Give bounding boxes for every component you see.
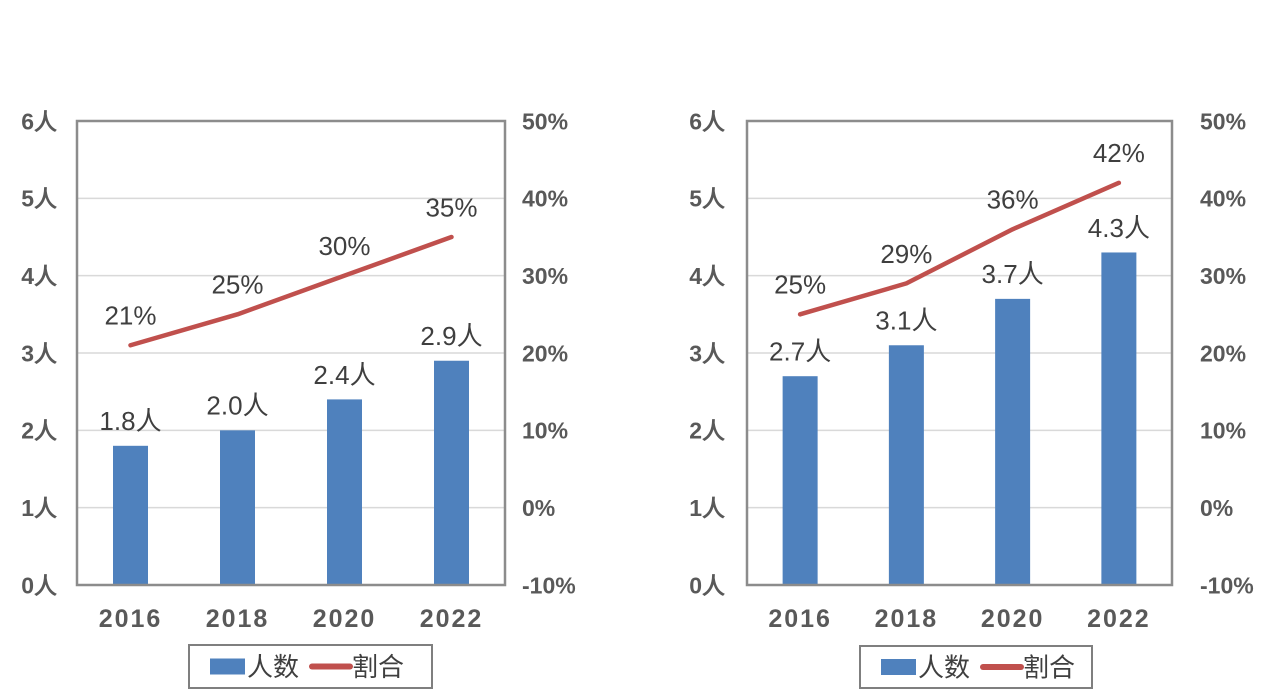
trend-line	[797, 180, 1122, 317]
left-axis-tick-label: 6人	[21, 108, 58, 134]
plot-border	[745, 119, 1174, 587]
bar-value-label: 4.3人	[1088, 213, 1150, 243]
bar-value-label: 3.7人	[982, 259, 1044, 289]
left-axis-tick-label: 6人	[689, 108, 726, 134]
x-axis-label-2016: 2016	[99, 605, 163, 633]
bar-2016	[782, 376, 818, 585]
line-value-label: 35%	[425, 192, 477, 222]
right-axis-tick-label: 20%	[522, 340, 568, 366]
right-axis-tick-label: 30%	[1200, 263, 1246, 289]
line-value-label: 30%	[318, 231, 370, 261]
left-axis-tick-label: 5人	[21, 186, 58, 212]
line-value-label: 25%	[774, 270, 826, 300]
right-axis-tick-label: 0%	[522, 495, 555, 521]
left-axis-tick-label: 5人	[689, 186, 726, 212]
bar-2018	[220, 430, 255, 585]
bar-2018	[888, 345, 924, 585]
bar-2022	[434, 360, 469, 585]
trend-line	[128, 234, 454, 348]
chart-right: 6人 5人 4人 3人 2人 1人 0人 50% 40% 30% 20% 10% 0% -10% 2.7人 3…	[640, 90, 1280, 700]
right-axis-tick-label: 10%	[1200, 418, 1246, 444]
bar-2016	[113, 445, 148, 585]
x-axis-label-2022: 2022	[420, 605, 484, 633]
left-axis-tick-label: 1人	[21, 495, 58, 521]
right-axis-tick-label: 50%	[1200, 108, 1246, 134]
right-axis-tick-label: -10%	[522, 572, 576, 598]
bar-value-label: 2.9人	[420, 321, 482, 351]
bar-2020	[995, 298, 1031, 585]
legend-label-line: 割合	[1023, 652, 1075, 682]
right-axis-tick-label: 40%	[522, 186, 568, 212]
x-axis-label-2020: 2020	[981, 605, 1045, 633]
right-axis-tick-label: 40%	[1200, 186, 1246, 212]
bar-2020	[327, 399, 362, 585]
line-value-label: 29%	[880, 239, 932, 269]
line-value-label: 21%	[104, 301, 156, 331]
plot-border	[75, 119, 507, 587]
legend-bar-swatch	[881, 659, 916, 675]
x-axis-label-2018: 2018	[875, 605, 939, 633]
chart-left: 6人 5人 4人 3人 2人 1人 0人 50% 40% 30% 20% 10% 0% -10% 1.8人 2…	[0, 90, 640, 700]
left-axis-tick-label: 0人	[689, 572, 726, 598]
x-axis-label-2020: 2020	[313, 605, 377, 633]
left-axis-tick-label: 2人	[689, 418, 726, 444]
right-axis-tick-label: 30%	[522, 263, 568, 289]
bar-value-label: 1.8人	[99, 406, 161, 436]
x-axis-label-2022: 2022	[1087, 605, 1151, 633]
left-axis-tick-label: 4人	[21, 263, 58, 289]
bar-value-label: 2.4人	[313, 360, 375, 390]
right-axis-tick-label: 50%	[522, 108, 568, 134]
right-axis-tick-label: 20%	[1200, 340, 1246, 366]
legend-label-bar: 人数	[247, 652, 299, 682]
left-axis-tick-label: 3人	[689, 340, 726, 366]
left-axis-tick-label: 0人	[21, 572, 58, 598]
legend-label-bar: 人数	[918, 652, 970, 682]
line-value-label: 25%	[211, 270, 263, 300]
right-axis-tick-label: 10%	[522, 418, 568, 444]
left-axis-tick-label: 1人	[689, 495, 726, 521]
x-axis-label-2018: 2018	[206, 605, 270, 633]
chart-left-svg: 6人 5人 4人 3人 2人 1人 0人 50% 40% 30% 20% 10% 0% -10% 1.8人 2…	[21, 108, 576, 689]
right-axis-tick-label: -10%	[1200, 572, 1254, 598]
bar-value-label: 2.7人	[769, 337, 831, 367]
legend-label-line: 割合	[352, 652, 404, 682]
bar-2022	[1101, 252, 1137, 585]
bar-value-label: 2.0人	[206, 391, 268, 421]
right-axis-tick-label: 0%	[1200, 495, 1233, 521]
bar-value-label: 3.1人	[875, 306, 937, 336]
chart-right-svg: 6人 5人 4人 3人 2人 1人 0人 50% 40% 30% 20% 10% 0% -10% 2.7人 3…	[689, 108, 1254, 689]
x-axis-label-2016: 2016	[768, 605, 832, 633]
line-value-label: 42%	[1093, 138, 1145, 168]
left-axis-tick-label: 4人	[689, 263, 726, 289]
line-value-label: 36%	[987, 185, 1039, 215]
legend-bar-swatch	[210, 658, 245, 675]
left-axis-tick-label: 3人	[21, 340, 58, 366]
left-axis-tick-label: 2人	[21, 418, 58, 444]
